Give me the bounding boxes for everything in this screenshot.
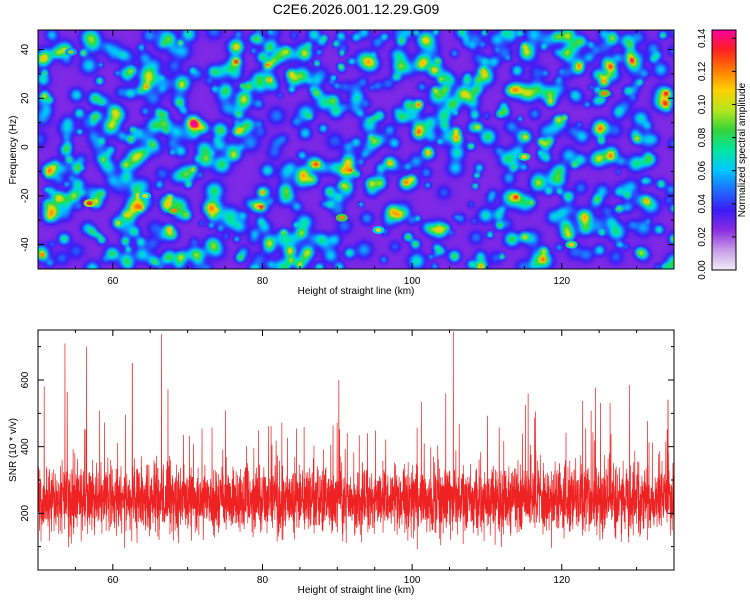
heatmap-y-axis-label: Frequency (Hz) bbox=[8, 116, 19, 185]
heatmap-peaks bbox=[64, 47, 611, 249]
colorbar-tick-label: 0.00 bbox=[697, 260, 708, 280]
colorbar-tick-label: 0.08 bbox=[697, 127, 708, 147]
heatmap-peak-core bbox=[375, 227, 382, 232]
heatmap-x-axis-label: Height of straight line (km) bbox=[298, 286, 415, 297]
snr-x-tick-label: 100 bbox=[404, 575, 421, 586]
snr-x-tick-label: 120 bbox=[553, 575, 570, 586]
snr-x-ticks: 60 80 100 120 bbox=[37, 330, 675, 586]
colorbar-tick-label: 0.02 bbox=[697, 227, 708, 247]
snr-y-ticks: 200 400 600 bbox=[20, 346, 674, 548]
snr-plot-background bbox=[38, 330, 674, 570]
colorbar-tick-label: 0.04 bbox=[697, 194, 708, 214]
heatmap-peak-core bbox=[67, 49, 74, 54]
colorbar-ticks: 0.00 0.02 0.04 0.06 0.08 0.10 0.12 0.14 bbox=[697, 28, 736, 280]
spectrogram-panel: 60 80 100 120 -40 -20 0 20 40 Height of straigh… bbox=[8, 29, 675, 297]
snr-y-tick-label: 200 bbox=[20, 505, 31, 522]
snr-y-axis-label: SNR (10 * v/v) bbox=[8, 418, 19, 482]
heatmap-peak-core bbox=[601, 91, 608, 96]
snr-panel: 60 80 100 120 200 400 600 Height of straight … bbox=[8, 329, 675, 596]
heatmap-peak-core bbox=[86, 201, 93, 206]
colorbar-tick-label: 0.10 bbox=[697, 94, 708, 114]
colorbar-gradient bbox=[711, 29, 737, 271]
colorbar-tick-label: 0.12 bbox=[697, 61, 708, 81]
heatmap-frame bbox=[37, 29, 675, 270]
snr-y-tick-label: 600 bbox=[20, 371, 31, 388]
heatmap-y-tick-label: 40 bbox=[20, 44, 31, 56]
heatmap-peak-core bbox=[141, 193, 148, 198]
colorbar-label: Normalized spectral amplitude bbox=[737, 82, 748, 217]
snr-y-tick-label: 400 bbox=[20, 438, 31, 455]
heatmap-x-tick-label: 80 bbox=[257, 276, 269, 287]
heatmap-x-tick-label: 120 bbox=[553, 276, 570, 287]
heatmap-x-tick-label: 60 bbox=[107, 276, 119, 287]
colorbar-tick-label: 0.14 bbox=[697, 28, 708, 48]
colorbar-tick-label: 0.06 bbox=[697, 161, 708, 181]
heatmap-y-tick-label: 20 bbox=[20, 92, 31, 104]
heatmap-peak-core bbox=[568, 242, 575, 247]
heatmap-y-tick-label: -40 bbox=[20, 237, 31, 252]
heatmap-y-tick-label: -20 bbox=[20, 188, 31, 203]
snr-x-axis-label: Height of straight line (km) bbox=[298, 585, 415, 596]
heatmap-y-ticks: -40 -20 0 20 40 bbox=[20, 44, 674, 270]
colorbar: 0.00 0.02 0.04 0.06 0.08 0.10 0.12 0.14 Normali… bbox=[697, 28, 748, 280]
figure-title: C2E6.2026.001.12.29.G09 bbox=[273, 1, 440, 17]
heatmap-x-ticks: 60 80 100 120 bbox=[37, 30, 675, 287]
heatmap-peak-core bbox=[171, 208, 178, 213]
snr-x-tick-label: 80 bbox=[257, 575, 269, 586]
snr-series-line bbox=[38, 331, 674, 550]
snr-x-tick-label: 60 bbox=[107, 575, 119, 586]
heatmap-peak-core bbox=[521, 154, 528, 159]
heatmap-image bbox=[38, 30, 674, 269]
heatmap-y-tick-label: 0 bbox=[20, 144, 31, 150]
heatmap-peak-core bbox=[338, 215, 345, 220]
snr-frame bbox=[37, 329, 675, 571]
heatmap-x-tick-label: 100 bbox=[404, 276, 421, 287]
